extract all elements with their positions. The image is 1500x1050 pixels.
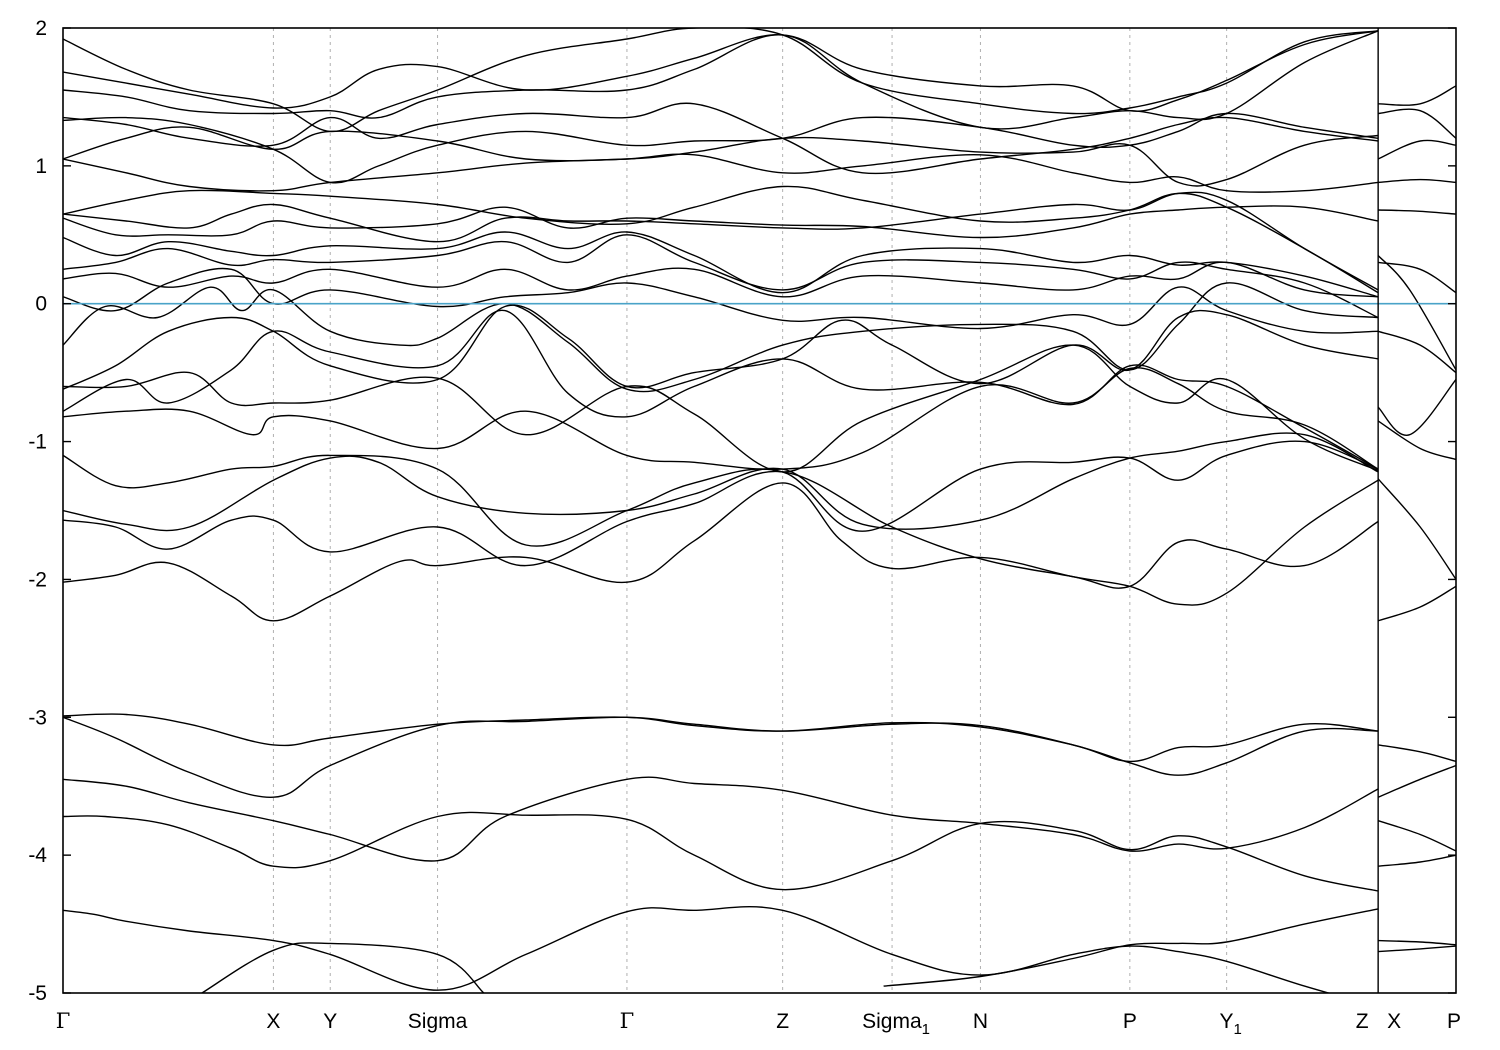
plot-border [62, 27, 1457, 994]
y-tick-label: -2 [28, 568, 47, 591]
band-line [63, 479, 1379, 622]
x-tick-label: P [1447, 1010, 1461, 1033]
band-line [63, 205, 1379, 239]
y-tick-label: -5 [28, 982, 47, 1005]
band-line [201, 942, 485, 993]
band-line [1378, 108, 1456, 139]
band-line [63, 30, 1379, 130]
band-line [1377, 139, 1456, 160]
band-line [1377, 261, 1456, 294]
band-line [63, 304, 1379, 390]
band-line [63, 261, 1379, 298]
x-tick-label: N [973, 1010, 988, 1033]
band-line [1378, 209, 1456, 215]
x-tick-label: Y1 [1219, 1010, 1241, 1038]
band-line [63, 713, 1379, 763]
band-line [1377, 744, 1456, 763]
x-tick-label: P [1123, 1010, 1137, 1033]
band-line [63, 126, 1379, 187]
band-line [63, 234, 1379, 319]
band-line [1377, 420, 1456, 461]
band-line [63, 776, 1379, 862]
band-line [1377, 255, 1456, 371]
band-line [1377, 764, 1456, 798]
band-line [63, 440, 1379, 547]
band-line [1377, 478, 1456, 580]
y-tick-label: 0 [35, 293, 47, 316]
band-line [63, 716, 1379, 798]
y-tick-label: -4 [28, 844, 47, 867]
x-tick-label: Z [776, 1010, 789, 1033]
band-line [63, 432, 1379, 532]
x-axis-ticks: Γ X Y Sigma Γ Z Sigma1 N P Y1 Z X P [56, 1009, 1461, 1038]
y-tick-label: -1 [28, 431, 47, 454]
y-axis-ticks: 2 1 0 -1 -2 -3 -4 -5 [28, 17, 1456, 1005]
band-line [1377, 330, 1456, 374]
band-line [63, 267, 1379, 334]
plot-frame [62, 27, 1457, 994]
band-line [1378, 178, 1456, 184]
x-tick-label: X [266, 1010, 280, 1033]
band-line [883, 908, 1379, 987]
band-line [63, 470, 1379, 589]
x-tick-label: X [1387, 1010, 1401, 1033]
band-lines [63, 28, 1456, 993]
band-line [1378, 939, 1456, 946]
band-line [1378, 85, 1456, 106]
x-tick-label: Γ [620, 1009, 635, 1033]
band-line [63, 367, 1379, 471]
band-line [63, 309, 1379, 470]
x-tick-label: Sigma1 [862, 1010, 930, 1038]
band-line [63, 28, 1379, 133]
band-line [63, 811, 1379, 892]
band-line [1378, 945, 1456, 953]
band-line [63, 153, 1379, 193]
y-tick-label: 2 [35, 17, 47, 40]
band-line [63, 112, 1379, 184]
x-tick-label: Y [323, 1010, 337, 1033]
band-line [63, 231, 1379, 298]
x-tick-label: Sigma [408, 1010, 468, 1033]
x-tick-label: Z [1356, 1010, 1369, 1033]
band-line [63, 30, 1379, 112]
band-line [1377, 820, 1456, 852]
band-line [63, 102, 1379, 175]
band-line [63, 344, 1379, 473]
band-line [1377, 379, 1456, 436]
band-line [1378, 854, 1456, 867]
band-line [63, 906, 1331, 993]
band-line [63, 282, 1379, 393]
band-line [1377, 585, 1456, 622]
y-tick-label: 1 [35, 155, 47, 178]
y-tick-label: -3 [28, 706, 47, 729]
high-symmetry-gridlines [272, 28, 1228, 993]
band-line [63, 191, 1379, 291]
x-tick-label: Γ [56, 1009, 71, 1033]
band-line [63, 185, 1379, 294]
